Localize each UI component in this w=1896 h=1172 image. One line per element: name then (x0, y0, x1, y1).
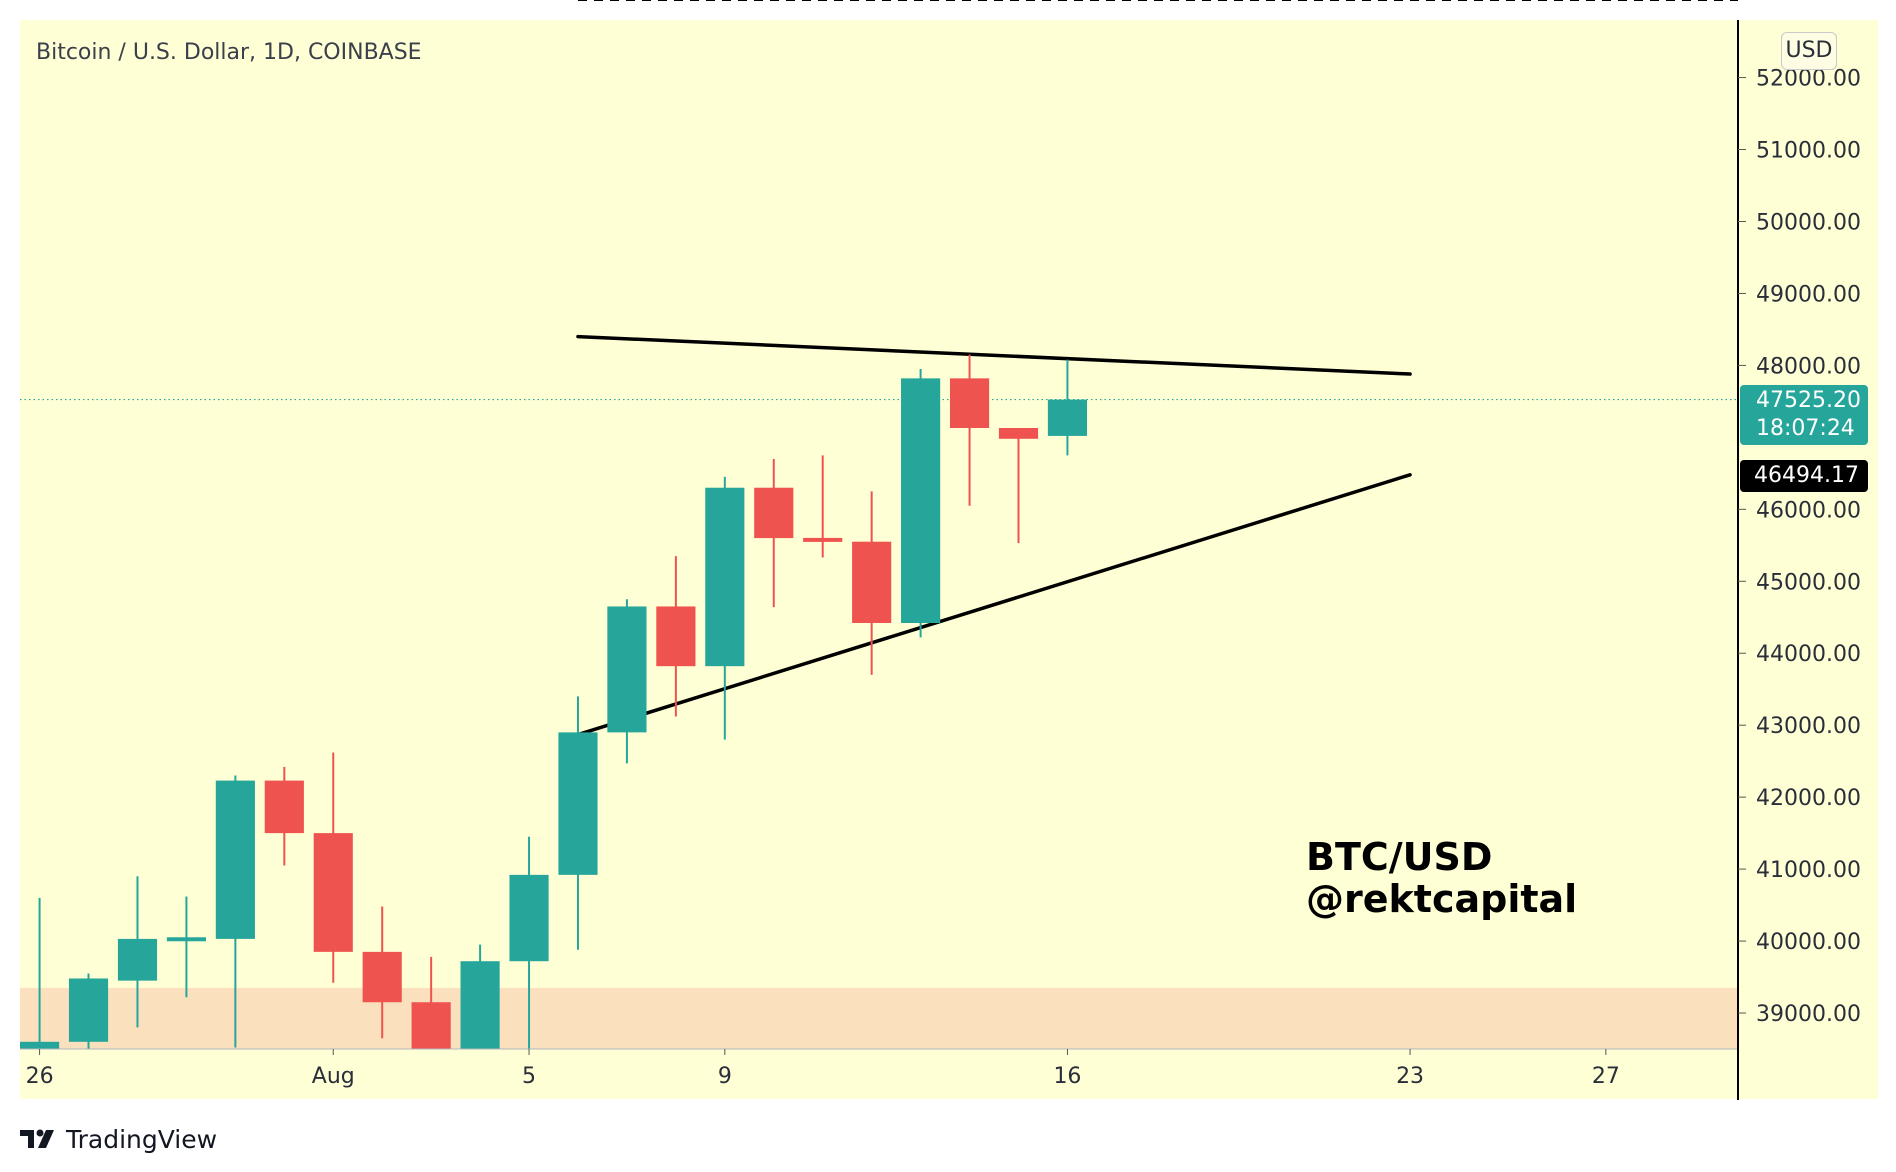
candle (607, 599, 647, 764)
price-axis[interactable]: 52000.00 51000.00 50000.00 49000.00 48000.00… (1738, 67, 1861, 1027)
candle-body (20, 1041, 60, 1049)
bar-countdown: 18:07:24 (1756, 416, 1855, 441)
y-tick-label: 52000.00 (1756, 67, 1861, 92)
x-tick-label: 5 (522, 1064, 536, 1089)
support-zone-layer (20, 987, 1738, 1049)
candle-body (215, 780, 255, 939)
tradingview-brand[interactable]: TradingView (20, 1124, 217, 1154)
drawing-layer (20, 0, 1738, 737)
candle (998, 428, 1039, 544)
y-tick-label: 44000.00 (1756, 642, 1861, 667)
candle (117, 876, 158, 1028)
candle-body (460, 961, 500, 1049)
x-tick-label: 27 (1592, 1064, 1620, 1089)
candle (460, 944, 500, 1049)
watermark-symbol: BTC/USD (1306, 835, 1493, 879)
y-tick-label: 43000.00 (1756, 714, 1861, 739)
candle-body (166, 937, 206, 942)
candle-body (362, 951, 402, 1003)
candle (852, 491, 892, 675)
support-zone (20, 987, 1738, 1049)
candle (68, 973, 109, 1049)
candle (20, 897, 60, 1049)
x-tick-label: 16 (1053, 1064, 1081, 1089)
candle (215, 775, 255, 1048)
candle-body (509, 874, 549, 962)
chart-title: Bitcoin / U.S. Dollar, 1D, COINBASE (36, 40, 422, 65)
candle (1047, 359, 1088, 456)
brand-name: TradingView (66, 1124, 218, 1154)
candle-body (656, 606, 696, 667)
candle-body (68, 978, 109, 1042)
x-tick-label: 26 (26, 1064, 54, 1089)
y-tick-label: 39000.00 (1756, 1002, 1861, 1027)
last-price-label: 47525.20 18:07:24 (1740, 385, 1868, 445)
x-tick-label: Aug (312, 1064, 355, 1089)
y-tick-label: 51000.00 (1756, 139, 1861, 164)
candle-body (705, 487, 745, 667)
candle (362, 906, 402, 1039)
candle-body (901, 378, 941, 624)
y-tick-label: 40000.00 (1756, 930, 1861, 955)
candle (509, 836, 549, 1049)
candle-body (998, 428, 1039, 439)
time-axis[interactable]: 26 Aug 5 9 16 23 27 (26, 1049, 1620, 1089)
watermark-handle: @rektcapital (1306, 877, 1578, 921)
y-tick-label: 42000.00 (1756, 786, 1861, 811)
candle (558, 696, 598, 950)
y-tick-label: 50000.00 (1756, 210, 1861, 235)
trendline (576, 473, 1412, 737)
candle (656, 556, 696, 717)
candle-body (264, 780, 304, 834)
last-price-value: 47525.20 (1756, 388, 1861, 413)
author-watermark: BTC/USD @rektcapital (1306, 836, 1577, 920)
y-tick-label: 46000.00 (1756, 498, 1861, 523)
candle (803, 455, 843, 558)
y-tick-label: 45000.00 (1756, 570, 1861, 595)
candle (754, 458, 794, 608)
candle (901, 368, 941, 638)
y-tick-label: 49000.00 (1756, 282, 1861, 307)
candle (264, 766, 304, 866)
y-tick-label: 48000.00 (1756, 354, 1861, 379)
candle-body (411, 1002, 451, 1049)
candle-body (558, 732, 598, 875)
candle (949, 354, 990, 506)
candle (313, 752, 353, 983)
candle (411, 956, 451, 1049)
candle-body (852, 541, 892, 624)
candle (166, 896, 206, 998)
candle-body (1047, 399, 1088, 436)
trendline (576, 334, 1412, 376)
x-tick-label: 23 (1396, 1064, 1424, 1089)
price-scale-background[interactable] (1738, 20, 1878, 1099)
candle-body (949, 378, 990, 429)
candle-body (803, 537, 843, 542)
y-tick-label: 41000.00 (1756, 858, 1861, 883)
x-tick-label: 9 (718, 1064, 732, 1089)
horizontal-level-label: 46494.17 (1740, 460, 1868, 492)
candle-body (754, 487, 794, 539)
candle-body (607, 606, 647, 733)
currency-button[interactable]: USD (1781, 32, 1837, 70)
candle-body (313, 833, 353, 952)
tradingview-logo-icon (20, 1129, 54, 1148)
candle-body (117, 938, 158, 981)
candles-layer (20, 354, 1088, 1049)
candle (705, 476, 745, 740)
